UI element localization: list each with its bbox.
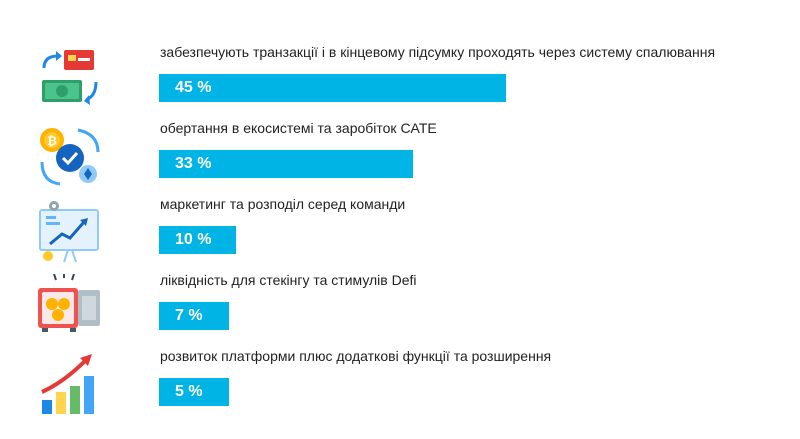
allocation-row: ліквідність для стекінгу та стимулів Def…	[0, 270, 800, 346]
value-bar: 10 %	[159, 226, 236, 254]
category-label: обертання в екосистемі та заробіток CATE	[160, 120, 437, 136]
value-label: 7 %	[175, 307, 203, 324]
allocation-row: забезпечують транзакції і в кінцевому пі…	[0, 42, 800, 118]
category-label: забезпечують транзакції і в кінцевому пі…	[160, 44, 716, 60]
value-label: 45 %	[175, 79, 212, 96]
allocation-row: розвиток платформи плюс додаткові функці…	[0, 346, 800, 422]
svg-text:₿: ₿	[47, 134, 57, 148]
marketing-presentation-icon	[39, 201, 99, 263]
growth-chart-icon	[41, 354, 94, 414]
money-exchange-icon	[42, 50, 98, 105]
value-label: 5 %	[175, 383, 203, 400]
value-bar: 33 %	[159, 150, 413, 178]
allocation-row: ₿ обертання в екосистемі та заробіток CA…	[0, 118, 800, 194]
crypto-coin-cycle-icon: ₿	[40, 128, 100, 186]
category-label: ліквідність для стекінгу та стимулів Def…	[160, 272, 417, 288]
category-label: маркетинг та розподіл серед команди	[160, 196, 406, 212]
allocation-row: маркетинг та розподіл серед команди 10 %	[0, 194, 800, 270]
value-bar: 45 %	[159, 74, 506, 102]
value-label: 33 %	[175, 155, 212, 172]
value-label: 10 %	[175, 231, 212, 248]
value-bar: 5 %	[159, 378, 229, 406]
safe-coins-icon	[38, 274, 100, 332]
category-label: розвиток платформи плюс додаткові функці…	[160, 348, 552, 364]
value-bar: 7 %	[159, 302, 229, 330]
